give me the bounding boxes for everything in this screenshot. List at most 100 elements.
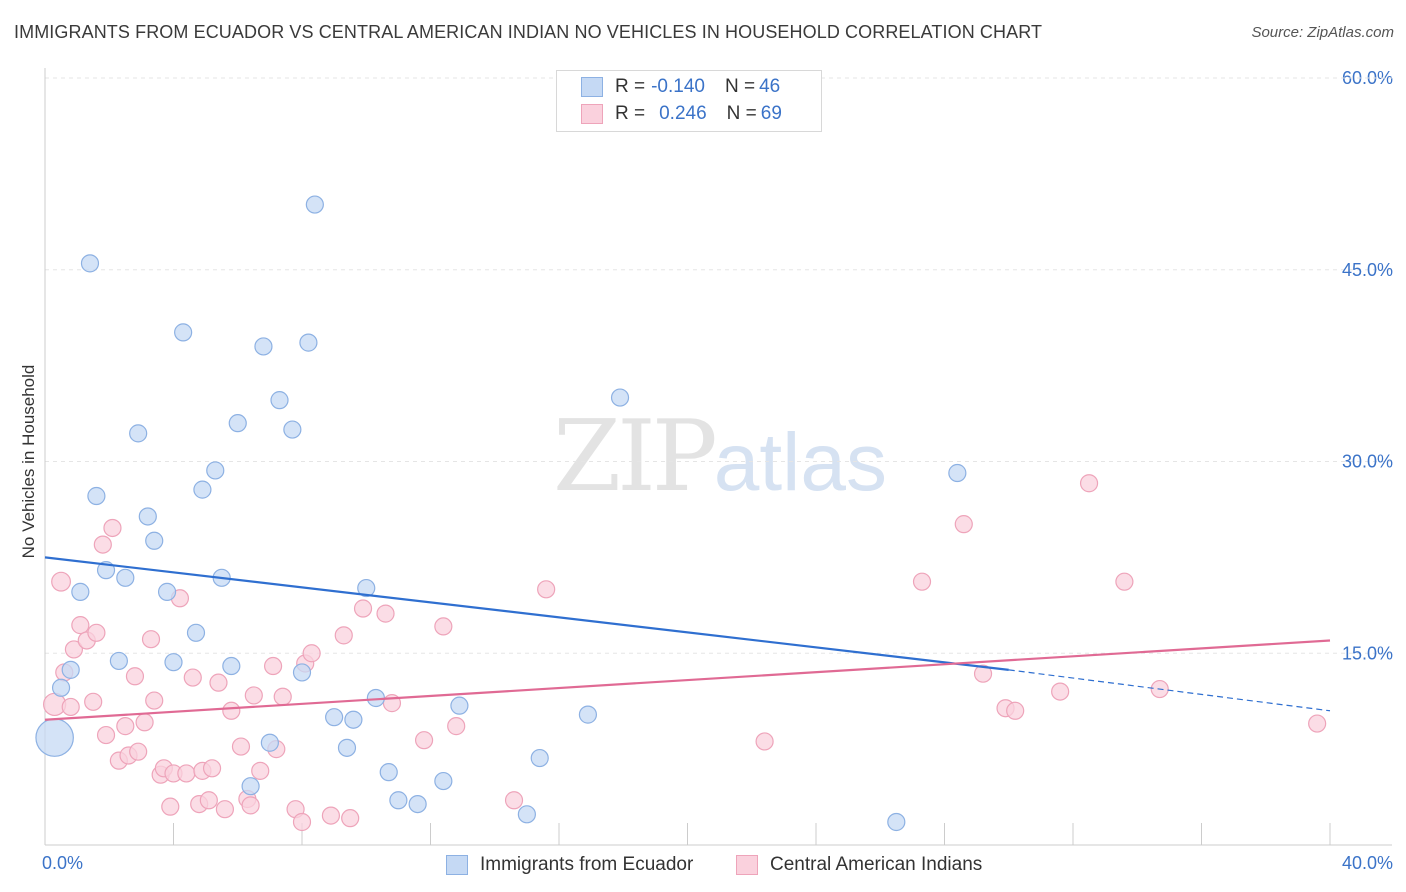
ecuador-point	[145, 531, 164, 550]
legend-n-value: 46	[759, 76, 781, 97]
ecuador-point	[578, 705, 598, 724]
central-american-point	[202, 759, 222, 778]
central-american-point	[84, 692, 103, 711]
ecuador-point	[270, 391, 289, 410]
ecuador-point	[206, 461, 225, 480]
central-american-point	[954, 515, 973, 534]
watermark-atlas: atlas	[713, 417, 887, 508]
legend-r-label: R =	[615, 76, 646, 97]
ecuador-point	[887, 812, 906, 832]
ecuador-trend-line	[44, 556, 1009, 671]
central-american-point	[1079, 474, 1099, 493]
central-american-point	[96, 725, 116, 745]
central-american-point	[161, 797, 180, 816]
legend-r-value: 0.246	[659, 103, 707, 124]
central-american-point	[145, 691, 164, 710]
central-american-point	[87, 623, 106, 642]
ecuador-point	[389, 791, 408, 810]
legend-n-label: N =	[726, 103, 757, 124]
central-american-point	[125, 667, 145, 686]
ecuador-point	[61, 660, 80, 679]
y-tick-label: 45.0%	[1342, 260, 1393, 280]
ecuador-point	[450, 696, 469, 715]
legend-r-value: -0.140	[651, 76, 705, 97]
ecuador-point	[357, 578, 376, 598]
ecuador-point	[283, 420, 302, 439]
ecuador-point	[222, 656, 241, 676]
ecuador-point	[35, 718, 74, 757]
central-american-point	[292, 812, 312, 832]
legend-n-value: 69	[760, 103, 782, 124]
bottom-legend-swatch-central-american	[736, 855, 758, 875]
central-american-point	[273, 687, 292, 706]
ecuador-point	[517, 805, 536, 824]
central-american-point	[183, 668, 202, 687]
central-american-point	[129, 742, 148, 761]
central-american-point	[912, 572, 932, 591]
ecuador-point	[164, 653, 183, 672]
central-american-point	[302, 644, 321, 663]
bottom-legend-label-central-american: Central American Indians	[770, 854, 983, 875]
ecuador-point	[292, 663, 312, 682]
bottom-legend-swatch-ecuador	[446, 855, 468, 875]
chart-title: IMMIGRANTS FROM ECUADOR VS CENTRAL AMERI…	[14, 22, 1043, 42]
ecuador-point	[80, 254, 100, 273]
ecuador-point	[299, 333, 318, 352]
central-american-point	[209, 673, 228, 692]
x-tick-label: 0.0%	[42, 853, 83, 873]
central-american-point	[61, 697, 80, 717]
central-american-point	[1308, 714, 1327, 733]
ecuador-point	[337, 738, 357, 757]
ecuador-point	[116, 568, 135, 587]
central-american-point	[334, 626, 353, 645]
central-american-point	[434, 617, 453, 636]
y-tick-label: 30.0%	[1342, 452, 1393, 472]
central-american-point	[116, 717, 135, 736]
central-american-point	[251, 761, 270, 780]
ecuador-point	[157, 582, 177, 601]
ecuador-point	[193, 480, 212, 499]
ecuador-point	[344, 710, 363, 729]
ecuador-point	[186, 623, 206, 642]
central-american-point	[537, 580, 556, 599]
central-american-point	[353, 599, 373, 618]
watermark: ZIPatlas	[553, 400, 887, 514]
central-american-point	[1115, 572, 1134, 591]
central-american-point	[135, 713, 154, 732]
ecuador-point	[51, 678, 71, 697]
central-american-point	[93, 535, 112, 554]
y-axis-label: No Vehicles in Household	[19, 365, 38, 559]
legend-row-central-american: R = 0.246 N = 69	[581, 101, 782, 127]
ecuador-point	[87, 486, 106, 506]
central-american-point	[241, 796, 260, 815]
ecuador-point	[254, 337, 273, 356]
correlation-legend: R = -0.140 N = 46 R = 0.246 N = 69	[556, 70, 822, 132]
central-american-point	[973, 664, 993, 683]
central-american-point	[103, 518, 122, 538]
central-american-point	[447, 717, 466, 736]
central-american-point	[51, 571, 72, 592]
central-american-point	[1051, 682, 1070, 701]
central-american-point	[341, 809, 360, 828]
ecuador-point	[228, 414, 247, 433]
ecuador-point	[379, 763, 398, 782]
central-american-point	[321, 806, 341, 825]
ecuador-point	[71, 582, 90, 601]
legend-r-label: R =	[615, 103, 646, 124]
ecuador-point	[610, 388, 630, 407]
central-american-point	[64, 640, 84, 659]
ecuador-trend-extension	[1008, 669, 1331, 712]
ecuador-point	[138, 507, 157, 526]
ecuador-point	[408, 794, 427, 814]
central-american-point	[199, 791, 218, 810]
central-american-point	[376, 604, 395, 623]
watermark-zip: ZIP	[553, 400, 718, 514]
central-american-point	[1006, 701, 1025, 720]
ecuador-point	[260, 733, 279, 752]
bottom-legend-ecuador: Immigrants from Ecuador	[446, 852, 693, 878]
legend-swatch-central-american	[581, 104, 603, 124]
ecuador-point	[109, 651, 128, 671]
ecuador-point	[530, 748, 549, 768]
ecuador-point	[174, 323, 193, 342]
